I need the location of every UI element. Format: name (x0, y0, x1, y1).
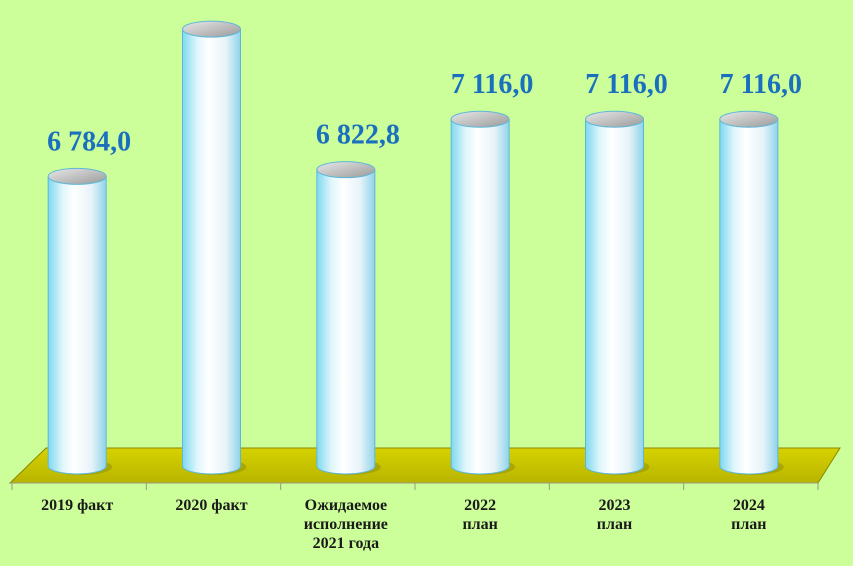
bar-body (585, 118, 644, 475)
bar-top (450, 110, 510, 128)
bar-cylinder (585, 110, 650, 475)
bar-cylinder (47, 167, 113, 475)
bar-cylinder (182, 20, 247, 475)
bars-group (47, 20, 784, 475)
bar-value-label: 6 784,0 (47, 126, 131, 157)
x-axis-ticks (11, 483, 819, 490)
chart-floor (8, 447, 841, 484)
bar-cylinder (316, 161, 381, 475)
bar-body (719, 118, 779, 475)
category-label: 2024 план (731, 497, 767, 533)
bar-top (182, 20, 241, 38)
category-label: 2022 план (462, 497, 498, 533)
category-label: Ожидаемое исполнение 2021 года (303, 497, 388, 552)
category-label: 2023 план (596, 497, 633, 533)
bar-top (47, 167, 107, 185)
bar-value-label: 7 116,0 (451, 69, 533, 100)
bar-cylinder (719, 110, 784, 475)
bar-body (182, 28, 241, 475)
bar-value-label: 6 822,8 (316, 120, 400, 151)
bar-top (316, 161, 376, 179)
bar-body (450, 118, 510, 475)
bar-cylinder (450, 110, 516, 475)
value-labels-group: 6 784,0 6 822,8 7 116,0 7 116,0 7 116,0 (47, 69, 802, 157)
bar-body (47, 175, 107, 475)
bar-value-label: 7 116,0 (585, 69, 667, 100)
bar-top (719, 110, 779, 128)
category-label: 2019 факт (41, 497, 114, 514)
bar-top (585, 110, 644, 128)
category-label: 2020 факт (175, 497, 248, 514)
bar-value-label: 7 116,0 (720, 69, 802, 100)
bar-body (316, 169, 376, 475)
